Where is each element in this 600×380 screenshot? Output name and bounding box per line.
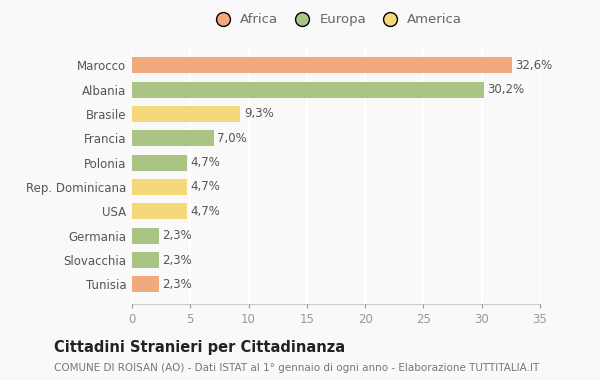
Text: 7,0%: 7,0% [217,132,247,145]
Text: 32,6%: 32,6% [515,59,553,72]
Bar [132,276,159,292]
Text: 2,3%: 2,3% [163,253,192,266]
Bar [132,203,187,219]
Text: 9,3%: 9,3% [244,108,274,120]
Bar [132,82,484,98]
Bar [132,252,159,268]
Bar [132,57,512,73]
Text: 4,7%: 4,7% [190,156,220,169]
Bar [132,228,159,244]
Text: COMUNE DI ROISAN (AO) - Dati ISTAT al 1° gennaio di ogni anno - Elaborazione TUT: COMUNE DI ROISAN (AO) - Dati ISTAT al 1°… [54,363,539,373]
Text: 30,2%: 30,2% [488,83,524,96]
Bar [132,179,187,195]
Text: Cittadini Stranieri per Cittadinanza: Cittadini Stranieri per Cittadinanza [54,340,345,355]
Text: 2,3%: 2,3% [163,278,192,291]
Text: 2,3%: 2,3% [163,229,192,242]
Text: 4,7%: 4,7% [190,205,220,218]
Bar [132,106,241,122]
Text: 4,7%: 4,7% [190,180,220,193]
Bar [132,155,187,171]
Bar [132,130,214,146]
Legend: Africa, Europa, America: Africa, Europa, America [208,11,464,29]
